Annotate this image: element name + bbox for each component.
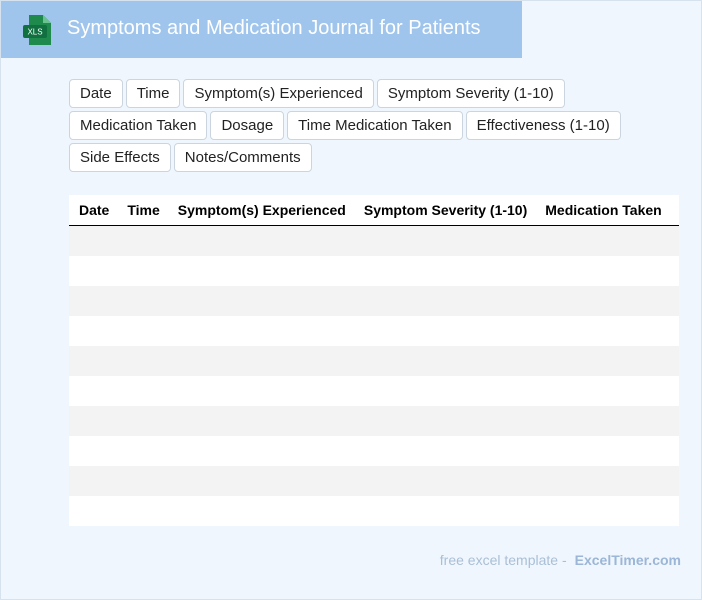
tag[interactable]: Symptom Severity (1-10) [376, 79, 565, 108]
column-header: Dosage [670, 195, 679, 225]
title: Symptoms and Medication Journal for Pati… [67, 17, 481, 39]
tag[interactable]: Symptom(s) Experienced [183, 79, 374, 108]
column-header: Date [79, 202, 110, 218]
table-row [69, 226, 679, 256]
column-header: Time [127, 202, 160, 218]
tag[interactable]: Side Effects [69, 143, 171, 172]
tag[interactable]: Effectiveness (1-10) [465, 111, 621, 140]
column-header: Symptom(s) Experienced [177, 202, 346, 218]
footer-link[interactable]: ExcelTimer.com [574, 552, 681, 568]
table-row [69, 496, 679, 526]
table: Date Time Symptom(s) Experienced Symptom Se… [69, 195, 679, 526]
table-row [69, 346, 679, 376]
tag[interactable]: Date [69, 79, 123, 108]
table-row [69, 466, 679, 496]
icon-label: XLS [27, 28, 42, 37]
table-row [69, 376, 679, 406]
table-header: Date Time Symptom(s) Experienced Symptom Se… [69, 195, 679, 226]
table-row [69, 406, 679, 436]
tag[interactable]: Time [125, 79, 181, 108]
table-row [69, 436, 679, 466]
table-row [69, 256, 679, 286]
header: XLS Symptoms and Medication Journal for … [1, 1, 522, 58]
column-header: Symptom Severity (1-10) [363, 202, 528, 218]
tag[interactable]: Dosage [210, 111, 285, 140]
xls-icon: XLS [23, 15, 51, 45]
tag[interactable]: Time Medication Taken [287, 111, 463, 140]
table-row [69, 316, 679, 346]
footer-text: free excel template - [439, 552, 567, 568]
tag[interactable]: Notes/Comments [173, 143, 312, 172]
tag-list: Date Time Symptom(s) Experienced Symptom Se… [69, 79, 639, 172]
table-body [69, 226, 679, 526]
footer: free excel template - ExcelTimer.com [440, 552, 681, 568]
column-header: Medication Taken [545, 202, 662, 218]
table-row [69, 286, 679, 316]
tag[interactable]: Medication Taken [69, 111, 208, 140]
